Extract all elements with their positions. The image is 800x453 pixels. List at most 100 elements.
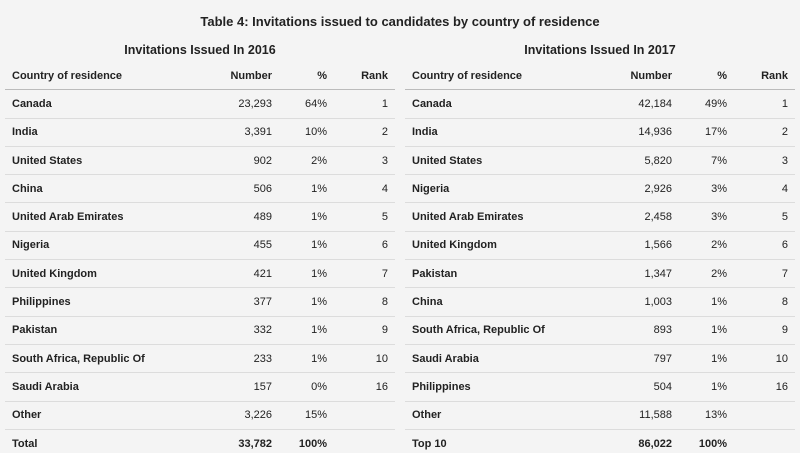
table-cell: 1% xyxy=(275,259,330,289)
table: Country of residence Number% Rank Canada 23,… xyxy=(5,62,395,453)
table-cell: United States xyxy=(5,146,205,176)
table-row: Philippines 504 1% 16 xyxy=(405,372,795,402)
table-row: United Arab Emirates 2,458 3% 5 xyxy=(405,202,795,232)
table-cell: South Africa, Republic Of xyxy=(405,316,605,345)
table-cell: 797 xyxy=(605,344,675,374)
table-cell: 9 xyxy=(330,316,395,345)
table-cell: 5 xyxy=(730,202,795,232)
table-cell: 3% xyxy=(675,174,730,204)
table-cell: 893 xyxy=(605,316,675,345)
table-row: United Kingdom 1,566 2% 6 xyxy=(405,231,795,261)
table-row: China 506 1% 4 xyxy=(5,174,395,204)
table-cell: 16 xyxy=(330,372,395,402)
table-cell: United Arab Emirates xyxy=(405,202,605,232)
table-cell: 377 xyxy=(205,287,275,317)
table-row: United States 5,820 7% 3 xyxy=(405,146,795,176)
table-cell: 7 xyxy=(730,259,795,289)
table-cell: 1% xyxy=(675,287,730,317)
table-cell: 1% xyxy=(275,174,330,204)
table-cell: 1% xyxy=(275,231,330,261)
table-cell: 2% xyxy=(675,231,730,261)
table-cell: 10 xyxy=(730,344,795,374)
table-cell: 6 xyxy=(730,231,795,261)
table-cell: 23,293 xyxy=(205,89,275,119)
table-cell: 1,566 xyxy=(605,231,675,261)
table-cell: 10% xyxy=(275,118,330,147)
table-cell: 4 xyxy=(330,174,395,204)
header-row: Country of residence Number% Rank xyxy=(405,62,795,91)
table-row: Pakistan 1,347 2% 7 xyxy=(405,259,795,289)
table-block: Invitations Issued In 2016 Country of res… xyxy=(5,42,395,453)
table-row: Top 10 86,022 100% xyxy=(405,429,795,453)
table-cell xyxy=(330,401,395,430)
table-cell: Top 10 xyxy=(412,437,447,450)
table-cell: 455 xyxy=(205,231,275,261)
table-cell xyxy=(330,429,395,453)
table-cell: 1% xyxy=(275,287,330,317)
table-cell xyxy=(730,401,795,430)
table-cell: 3,391 xyxy=(205,118,275,147)
table-cell: 1% xyxy=(675,344,730,374)
table-cell: 100% xyxy=(698,437,727,450)
table-cell: 1,003 xyxy=(605,287,675,317)
table-cell: 2,458 xyxy=(605,202,675,232)
table-cell: China xyxy=(405,287,605,317)
table-cell: 5 xyxy=(330,202,395,232)
table-cell: Pakistan xyxy=(5,316,205,345)
table-cell: 902 xyxy=(205,146,275,176)
table-cell: 157 xyxy=(205,372,275,402)
table-cell: 0% xyxy=(275,372,330,402)
table-cell: 86,022 xyxy=(638,437,672,450)
table-cell: 332 xyxy=(205,316,275,345)
table-row: United States 902 2% 3 xyxy=(5,146,395,176)
column-header: Country of residence xyxy=(405,62,605,91)
table-cell: 8 xyxy=(730,287,795,317)
table-cell: India xyxy=(405,118,605,147)
table-cell: 42,184 xyxy=(605,89,675,119)
table-cell: 421 xyxy=(205,259,275,289)
table-cell: Nigeria xyxy=(5,231,205,261)
table-cell: 489 xyxy=(205,202,275,232)
table-cell: Pakistan xyxy=(405,259,605,289)
table-row: Pakistan 332 1% 9 xyxy=(5,316,395,345)
table-cell: 1% xyxy=(675,316,730,345)
table-cell: 1 xyxy=(730,89,795,119)
table-cell: United Kingdom xyxy=(405,231,605,261)
column-header: Country of residence xyxy=(5,62,205,91)
table-cell: 100% xyxy=(298,437,327,450)
table-cell: South Africa, Republic Of xyxy=(5,344,205,374)
table-cell: 1% xyxy=(275,202,330,232)
table-cell: 33,782 xyxy=(238,437,272,450)
table-cell: 9 xyxy=(730,316,795,345)
table-cell: 3% xyxy=(675,202,730,232)
table-cell: India xyxy=(5,118,205,147)
table-cell: 1 xyxy=(330,89,395,119)
table-cell: United Kingdom xyxy=(5,259,205,289)
table-cell: 13% xyxy=(675,401,730,430)
table-caption: Invitations Issued In 2016 xyxy=(124,43,276,57)
table-row: Saudi Arabia 157 0% 16 xyxy=(5,372,395,402)
table-caption: Invitations Issued In 2017 xyxy=(524,43,676,57)
table-row: United Arab Emirates 489 1% 5 xyxy=(5,202,395,232)
column-header: Number xyxy=(605,62,675,91)
table-cell: 1% xyxy=(275,344,330,374)
table-cell: 10 xyxy=(330,344,395,374)
table-cell: 2% xyxy=(675,259,730,289)
table-cell: 14,936 xyxy=(605,118,675,147)
table-row: India 14,936 17% 2 xyxy=(405,118,795,147)
column-header: Number xyxy=(205,62,275,91)
table-cell: 5,820 xyxy=(605,146,675,176)
table-cell: 16 xyxy=(730,372,795,402)
table-cell: Saudi Arabia xyxy=(405,344,605,374)
table-block: Invitations Issued In 2017 Country of res… xyxy=(405,42,795,453)
table-cell: Philippines xyxy=(405,372,605,402)
table-cell: 64% xyxy=(275,89,330,119)
table-row: South Africa, Republic Of 893 1% 9 xyxy=(405,316,795,345)
table-row: China 1,003 1% 8 xyxy=(405,287,795,317)
table-row: South Africa, Republic Of 233 1% 10 xyxy=(5,344,395,374)
table-cell: United States xyxy=(405,146,605,176)
table-row: Other 11,588 13% xyxy=(405,401,795,430)
table-cell: 17% xyxy=(675,118,730,147)
table-cell: 7 xyxy=(330,259,395,289)
